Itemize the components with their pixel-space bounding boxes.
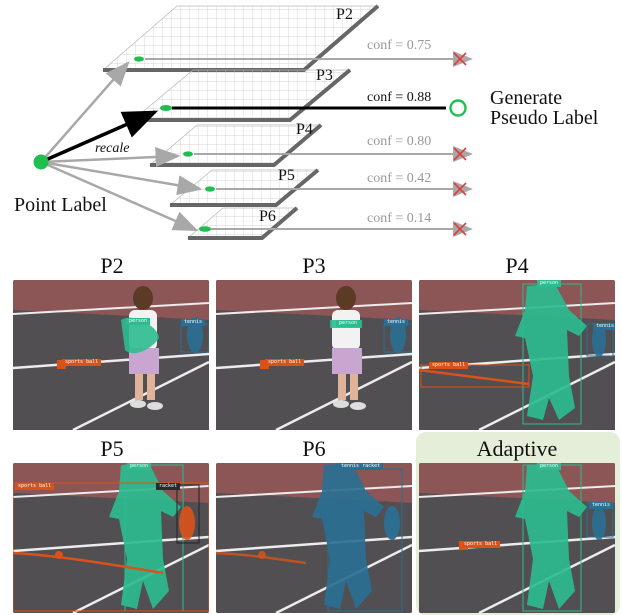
tag-tennis: tennis	[593, 323, 615, 330]
plane-label-p4: P4	[296, 121, 313, 138]
tag-sports-ball: sports ball	[62, 359, 102, 366]
conf-p6: conf = 0.14	[367, 211, 431, 226]
plane-p4: P4 conf = 0.80	[148, 121, 473, 167]
result-image-p4: person tennis sports ball	[419, 280, 615, 442]
tag-tennis: tennis	[589, 502, 614, 509]
tag-sports-ball: sports ball	[461, 541, 501, 548]
point-p3	[160, 105, 172, 111]
conf-p2: conf = 0.75	[367, 38, 431, 53]
tag-sports-ball: sports ball	[429, 362, 469, 369]
plane-p2: P2 conf = 0.75	[101, 4, 473, 72]
plane-p6: P6 conf = 0.14	[186, 206, 473, 240]
tag-tennis: tennis	[181, 319, 206, 326]
result-image-p5: person racket sports ball	[13, 463, 209, 613]
plane-p3: P3 conf = 0.88	[131, 67, 467, 122]
conf-p4: conf = 0.80	[367, 134, 431, 149]
plane-p5: P5 conf = 0.42	[168, 167, 473, 207]
plane-label-p2: P2	[336, 6, 353, 23]
plane-label-p5: P5	[278, 167, 295, 184]
accept-icon	[449, 99, 467, 117]
panel-title-p3: P3	[302, 253, 326, 278]
tag-tennis-racket: tennis racket	[338, 463, 384, 470]
point-p5	[205, 186, 215, 192]
panel-title-p5: P5	[100, 436, 124, 461]
reject-icon-p2	[453, 52, 467, 66]
reject-icon-p4	[453, 147, 467, 161]
point-label-dot	[33, 154, 49, 170]
point-p2	[134, 56, 144, 62]
conf-p3: conf = 0.88	[367, 90, 431, 105]
panel-title-p4: P4	[505, 253, 529, 278]
tag-sports-ball: sports ball	[15, 483, 55, 490]
tag-person: person	[537, 463, 562, 470]
recale-label: recale	[95, 141, 129, 156]
point-label-text: Point Label	[14, 194, 107, 216]
conf-p5: conf = 0.42	[367, 171, 431, 186]
panel-title-adaptive: Adaptive	[476, 436, 558, 461]
recale-arrows	[40, 61, 203, 232]
plane-label-p3: P3	[316, 67, 333, 84]
tag-person: person	[126, 318, 151, 325]
panel-title-p2: P2	[100, 253, 124, 278]
result-image-p2: person tennis sports ball	[13, 280, 209, 442]
reject-icon-p6	[453, 222, 467, 236]
result-image-p3: person tennis sports ball	[216, 280, 412, 442]
panel-title-p6: P6	[302, 436, 326, 461]
plane-label-p6: P6	[259, 208, 276, 225]
output-label-line2: Pseudo Label	[490, 107, 599, 129]
point-p4	[183, 151, 193, 157]
point-p6	[199, 226, 211, 232]
result-image-adaptive: person tennis sports ball	[419, 463, 615, 613]
tag-tennis: tennis	[384, 319, 409, 326]
feature-pyramid-diagram: P2 conf = 0.75 P3 conf = 0.88 P4 conf = …	[14, 4, 599, 240]
tag-racket: racket	[156, 483, 181, 490]
tag-person: person	[127, 463, 152, 470]
tag-person: person	[336, 320, 361, 327]
tag-sports-ball: sports ball	[265, 359, 305, 366]
result-image-p6: tennis racket	[216, 463, 412, 613]
reject-icon-p5	[453, 182, 467, 196]
output-label-line1: Generate	[490, 87, 562, 109]
tag-person: person	[537, 280, 562, 287]
